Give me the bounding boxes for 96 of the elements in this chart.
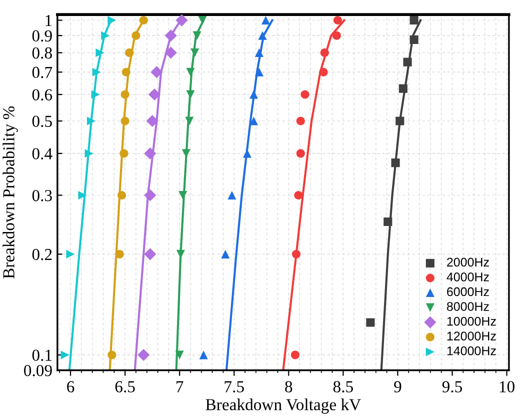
point bbox=[410, 35, 418, 44]
point bbox=[384, 217, 392, 226]
point bbox=[403, 58, 412, 66]
x-tick-label: 8 bbox=[285, 381, 292, 392]
point bbox=[258, 31, 267, 40]
point bbox=[144, 189, 156, 202]
point bbox=[120, 116, 130, 126]
x-tick-label: 8.5 bbox=[333, 381, 353, 392]
x-tick-label: 9 bbox=[394, 381, 402, 392]
point bbox=[115, 250, 124, 258]
point bbox=[192, 31, 202, 40]
line-series bbox=[225, 19, 274, 370]
y-tick-label: 0.4 bbox=[32, 148, 52, 160]
point bbox=[125, 48, 134, 57]
point bbox=[120, 149, 128, 158]
point bbox=[294, 190, 303, 200]
point bbox=[366, 318, 375, 327]
point bbox=[185, 116, 194, 126]
point bbox=[150, 66, 163, 78]
point bbox=[261, 16, 270, 25]
point bbox=[178, 190, 188, 200]
legend-label: 12000Hz bbox=[447, 332, 496, 340]
point bbox=[78, 190, 87, 200]
legend-label: 2000Hz bbox=[447, 258, 489, 267]
point bbox=[101, 31, 110, 40]
point bbox=[290, 350, 300, 360]
point bbox=[139, 16, 148, 25]
y-axis-title: Breakdown Probability % bbox=[2, 106, 18, 278]
y-tick-label: 0.9 bbox=[32, 30, 52, 42]
point bbox=[332, 31, 341, 40]
point bbox=[66, 250, 75, 258]
point bbox=[84, 149, 94, 158]
point bbox=[122, 68, 130, 76]
point bbox=[199, 350, 208, 360]
point bbox=[144, 248, 156, 260]
legend-label: 4000Hz bbox=[446, 272, 489, 282]
legend-label: 10000Hz bbox=[447, 316, 496, 326]
point bbox=[391, 158, 400, 168]
point bbox=[300, 90, 310, 99]
point bbox=[86, 116, 96, 126]
line-series bbox=[282, 19, 346, 370]
point bbox=[292, 250, 301, 258]
point bbox=[60, 350, 70, 360]
x-tick-label: 7.5 bbox=[224, 381, 244, 392]
point bbox=[148, 88, 161, 101]
point bbox=[296, 149, 305, 158]
point bbox=[117, 190, 126, 200]
point bbox=[175, 350, 184, 360]
point bbox=[120, 90, 130, 99]
point bbox=[186, 68, 195, 76]
x-tick-label: 6 bbox=[67, 381, 74, 392]
point bbox=[398, 84, 408, 93]
point bbox=[186, 90, 195, 99]
point bbox=[410, 16, 418, 25]
legend-label: 8000Hz bbox=[446, 302, 489, 311]
point bbox=[91, 90, 100, 99]
legend-label: 6000Hz bbox=[447, 287, 489, 296]
y-tick-label: 0.3 bbox=[32, 190, 52, 202]
point bbox=[249, 90, 258, 99]
point bbox=[198, 16, 207, 25]
line-series bbox=[380, 19, 422, 370]
point bbox=[138, 348, 150, 361]
y-tick-label: 0.6 bbox=[32, 89, 52, 101]
point bbox=[132, 31, 140, 40]
point bbox=[254, 68, 264, 76]
y-tick-label: 0.8 bbox=[32, 47, 52, 59]
x-tick-label: 7 bbox=[176, 381, 184, 392]
y-tick-label: 0.09 bbox=[24, 364, 52, 376]
point bbox=[176, 14, 188, 26]
point bbox=[164, 30, 177, 42]
x-tick-label: 6.5 bbox=[115, 381, 135, 392]
point bbox=[190, 48, 200, 57]
point bbox=[144, 147, 156, 160]
x-tick-label: 9.5 bbox=[442, 381, 462, 392]
point bbox=[221, 250, 230, 258]
x-axis-title: Breakdown Voltage kV bbox=[206, 398, 361, 414]
point bbox=[333, 16, 342, 25]
point bbox=[396, 116, 404, 126]
legend-label: 14000Hz bbox=[447, 346, 496, 356]
point bbox=[96, 48, 104, 57]
point bbox=[319, 68, 328, 76]
x-tick-label: 10 bbox=[500, 381, 514, 392]
point bbox=[296, 116, 305, 126]
point bbox=[320, 48, 329, 57]
y-tick-label: 1 bbox=[46, 15, 52, 26]
y-tick-label: 0.2 bbox=[32, 248, 52, 260]
point bbox=[92, 68, 101, 76]
point bbox=[254, 48, 264, 57]
y-tick-label: 0.5 bbox=[32, 116, 52, 128]
y-tick-label: 0.1 bbox=[32, 350, 52, 361]
point bbox=[146, 114, 158, 128]
point bbox=[164, 46, 177, 59]
point bbox=[108, 350, 116, 360]
point bbox=[108, 16, 116, 25]
point bbox=[228, 190, 236, 200]
y-tick-label: 0.7 bbox=[32, 66, 52, 78]
